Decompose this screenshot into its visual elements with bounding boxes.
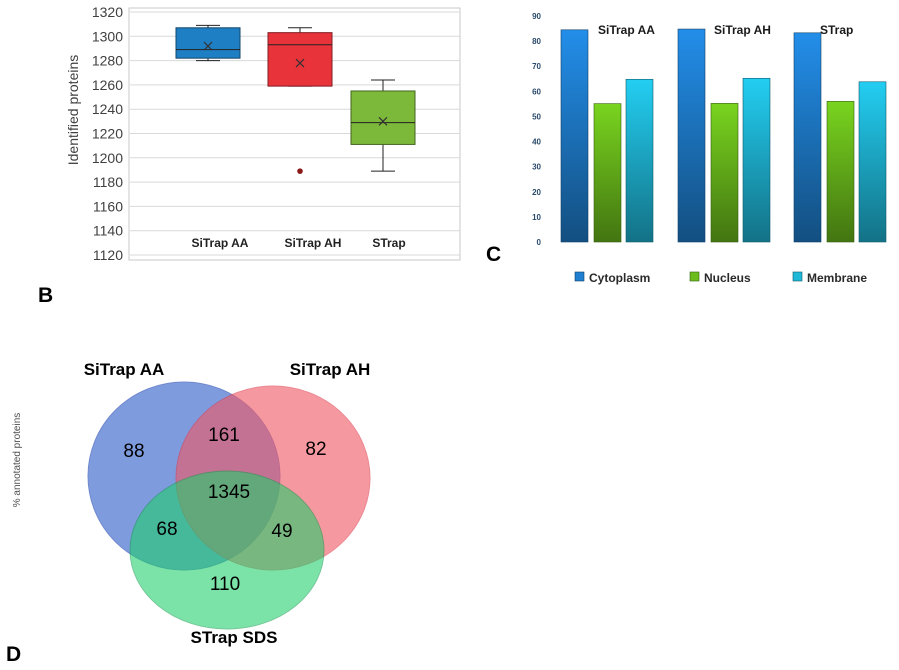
boxplot-y-tick-label: 1220 [92,126,123,142]
venn-count-aa-only: 88 [123,441,144,462]
bar-mem-2 [858,81,887,243]
panel-label-b: B [38,284,53,307]
bar-chart-y-tick-label: 30 [532,163,541,172]
boxplot-box-1 [267,27,333,174]
boxplot-mean-marker [378,116,388,126]
bar-chart-y-tick-label: 60 [532,87,541,96]
boxplot-iqr-box [350,90,416,145]
boxplot-box-0 [175,24,241,62]
bar-chart-legend-label: Nucleus [704,271,751,285]
boxplot-y-tick-label: 1160 [93,198,123,214]
bar-chart-legend-label: Membrane [807,271,867,285]
bar-cyto-2 [793,32,822,243]
side-axis-label: % annotated proteins [12,413,23,508]
bar-chart-y-tick-label: 20 [532,188,541,197]
venn-count-sds-only: 110 [210,574,240,595]
bar-chart-legend-swatch [689,271,700,282]
venn-set-label-sds: STrap SDS [191,628,278,647]
boxplot-y-tick-label: 1280 [92,53,123,69]
bar-chart-legend-swatch [574,271,585,282]
bar-chart-y-tick-label: 40 [532,138,541,147]
bar-chart-category-label: STrap [820,23,853,37]
boxplot-y-ticks: 1120 1140 1160 1180 1200 1220 1240 1260 1280 1300… [92,4,123,263]
venn-set-label-aa: SiTrap AA [84,360,165,379]
bar-chart-y-ticks: 0 10 20 30 40 50 60 70 80 90 [532,12,541,247]
bar-chart-legend-label: Cytoplasm [589,271,650,285]
bar-nuc-0 [593,103,622,243]
boxplot-boxes [175,24,416,174]
boxplot-y-tick-label: 1180 [93,174,123,190]
bar-chart-category-labels: SiTrap AA SiTrap AH STrap [598,23,853,37]
bar-chart-category-label: SiTrap AH [714,23,771,37]
bar-nuc-1 [710,103,739,243]
boxplot-y-tick-label: 1140 [93,223,123,239]
bar-chart-y-tick-label: 10 [532,213,541,222]
bar-chart-y-tick-label: 80 [532,37,541,46]
bar-chart-bars [560,28,887,243]
venn-count-ah-sds: 49 [271,521,292,542]
venn-count-ah-only: 82 [305,439,326,460]
venn-count-aa-sds: 68 [156,519,177,540]
panel-label-c: C [486,243,501,266]
boxplot-iqr-box [267,32,333,87]
venn-diagram: SiTrap AA SiTrap AH STrap SDS 88 82 161 … [84,360,371,647]
boxplot-y-tick-label: 1120 [93,247,123,263]
boxplot-box-2 [350,79,416,172]
bar-chart-y-tick-label: 70 [532,62,541,71]
boxplot-y-axis-label: Identified proteins [65,55,81,166]
venn-set-label-ah: SiTrap AH [290,360,371,379]
bar-chart-y-tick-label: 50 [532,112,541,121]
boxplot-mean-marker [295,58,305,68]
boxplot-x-ticks: SiTrap AA SiTrap AH STrap [192,236,406,250]
boxplot-y-tick-label: 1200 [92,150,123,166]
bar-chart-panel: 0 10 20 30 40 50 60 70 80 90 SiTrap AA SiTrap AH ST… [532,12,887,285]
boxplot-iqr-box [175,27,241,59]
boxplot-x-tick-label: SiTrap AA [192,236,249,250]
boxplot-y-tick-label: 1300 [92,28,123,44]
bar-chart-y-tick-label: 0 [537,238,542,247]
boxplot-y-tick-label: 1260 [92,77,123,93]
bar-cyto-0 [560,29,589,243]
bar-cyto-1 [677,28,706,243]
bar-nuc-2 [826,101,855,243]
bar-chart-legend-swatch [792,271,803,282]
boxplot-y-tick-label: 1320 [92,4,123,20]
bar-mem-1 [742,77,771,243]
panel-label-d: D [6,643,21,666]
venn-circle-strap-sds [129,470,325,630]
boxplot-outlier-point [297,168,303,174]
bar-chart-y-tick-label: 90 [532,12,541,21]
boxplot-y-tick-label: 1240 [92,101,123,117]
boxplot-mean-marker [203,41,213,51]
boxplot-panel: 1120 1140 1160 1180 1200 1220 1240 1260 1280 1300… [65,4,461,263]
bar-chart-legend: Cytoplasm Nucleus Membrane [574,271,867,285]
boxplot-x-tick-label: STrap [372,236,405,250]
bar-chart-category-label: SiTrap AA [598,23,655,37]
boxplot-x-tick-label: SiTrap AH [285,236,342,250]
venn-count-all: 1345 [208,482,250,503]
bar-mem-0 [625,78,654,243]
venn-count-aa-ah: 161 [208,425,240,446]
